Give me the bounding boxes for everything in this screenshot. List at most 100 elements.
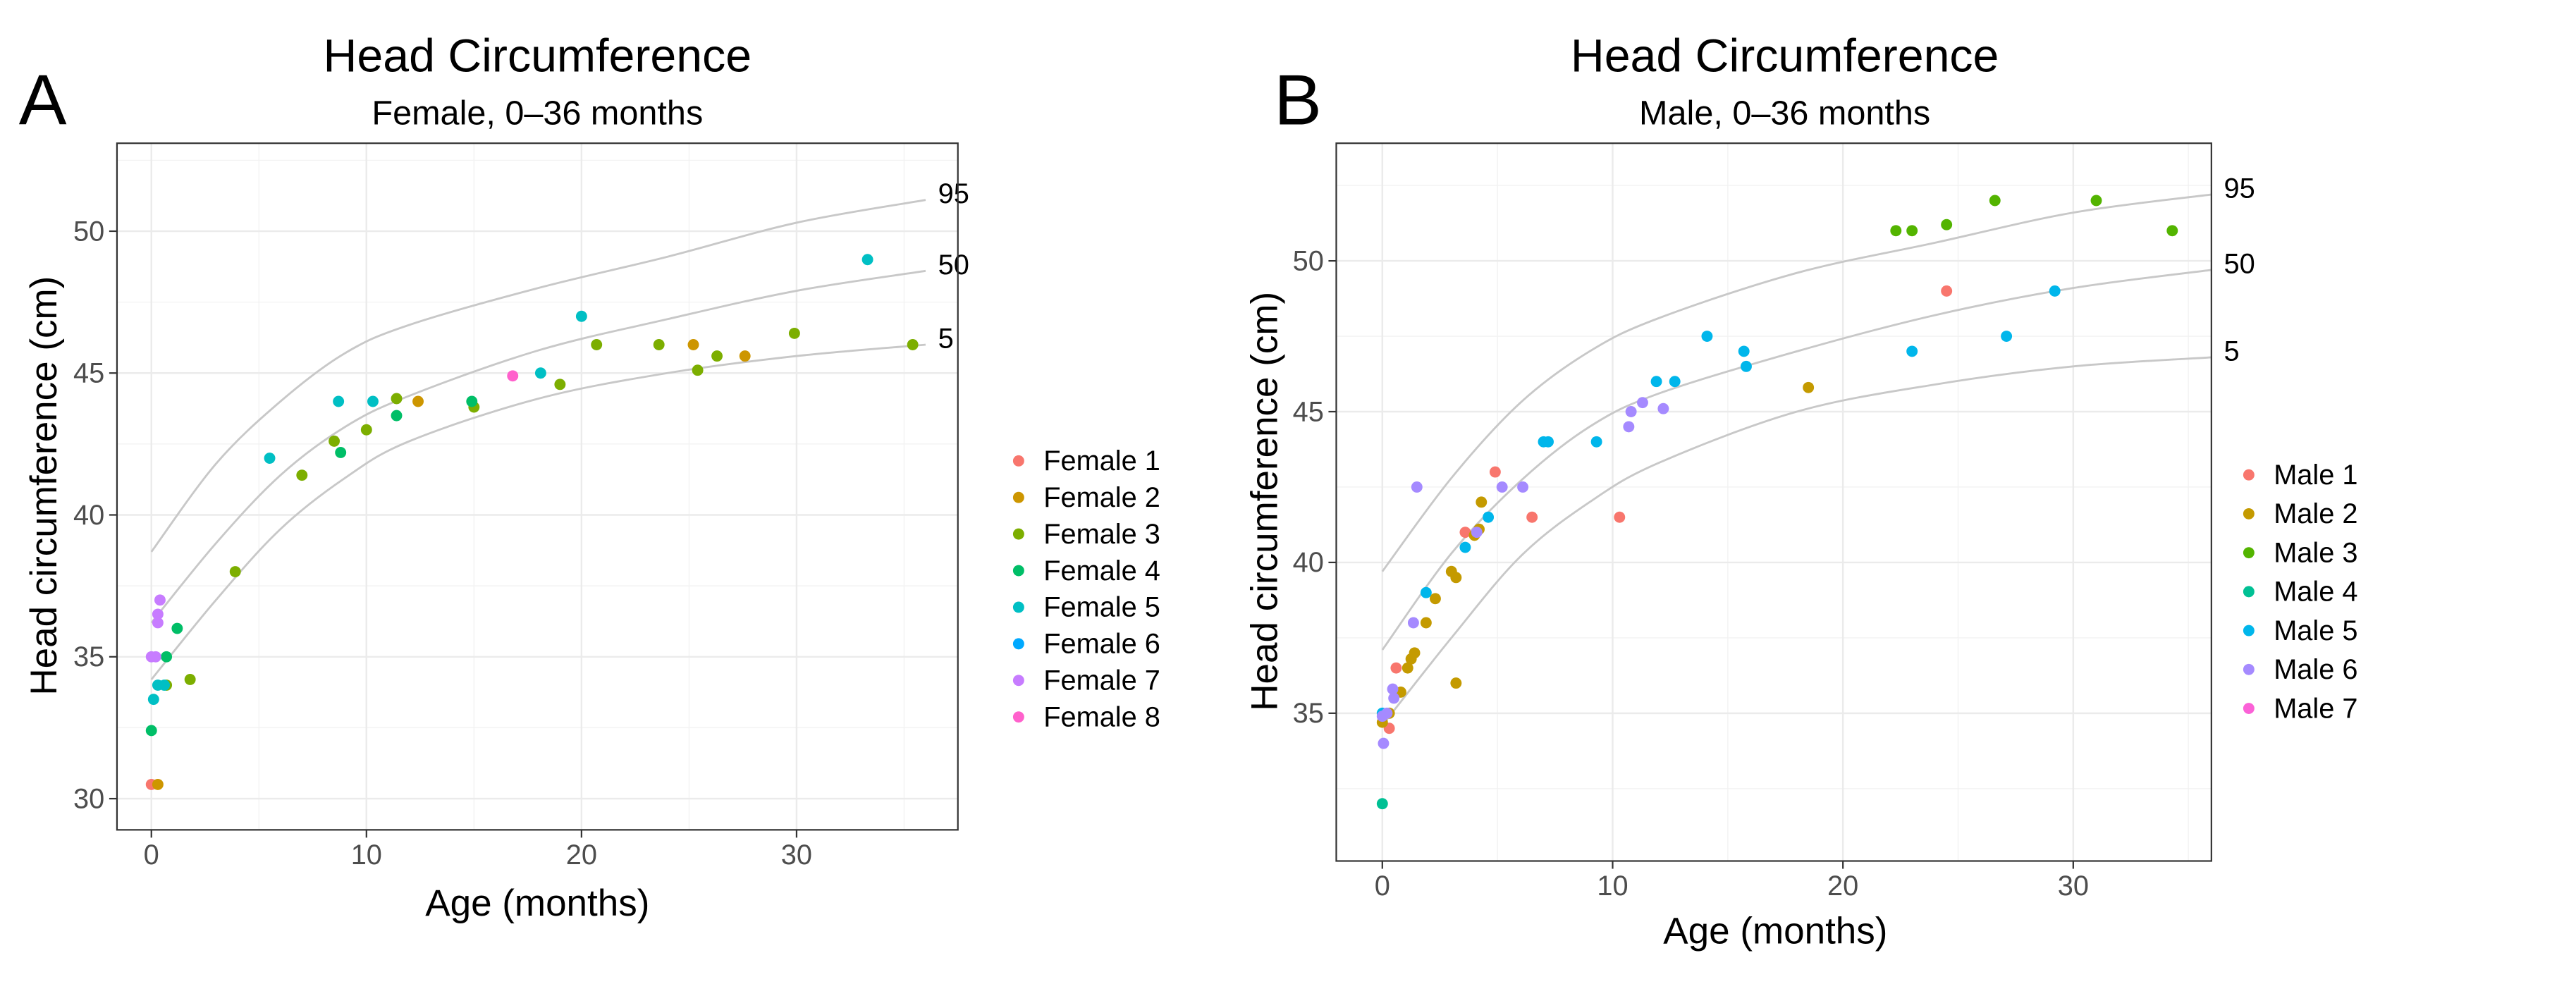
data-point bbox=[687, 339, 699, 350]
data-point bbox=[2166, 225, 2178, 237]
data-point bbox=[692, 364, 704, 376]
y-tick-label: 50 bbox=[73, 216, 104, 247]
data-point bbox=[1669, 376, 1681, 388]
legend-key bbox=[2243, 547, 2255, 559]
legend-label: Male 2 bbox=[2274, 498, 2357, 529]
data-point bbox=[1402, 662, 1413, 674]
data-point bbox=[2001, 331, 2013, 342]
data-point bbox=[907, 339, 919, 350]
legend-key bbox=[2243, 703, 2255, 714]
percentile-curve-95 bbox=[1381, 193, 2212, 572]
percentile-label: 95 bbox=[2224, 173, 2255, 204]
data-point bbox=[1390, 662, 1402, 674]
legend-label: Female 1 bbox=[1043, 445, 1160, 476]
percentile-label: 50 bbox=[2224, 248, 2255, 279]
legend-label: Male 3 bbox=[2274, 537, 2357, 568]
data-point bbox=[1741, 360, 1752, 372]
percentile-curve-50 bbox=[150, 269, 926, 624]
data-point bbox=[1738, 345, 1750, 357]
x-axis-title: Age (months) bbox=[425, 882, 649, 924]
data-point bbox=[1388, 692, 1400, 704]
data-point bbox=[159, 679, 171, 691]
data-point bbox=[1989, 195, 2001, 207]
legend-label: Male 5 bbox=[2274, 615, 2357, 646]
legend-key bbox=[2243, 625, 2255, 636]
data-point bbox=[1411, 481, 1423, 493]
data-point bbox=[1637, 397, 1648, 409]
data-point bbox=[1471, 527, 1483, 539]
data-point bbox=[1623, 421, 1635, 433]
data-point bbox=[1526, 511, 1538, 523]
panel-a: A Head Circumference Female, 0–36 months… bbox=[19, 30, 1160, 924]
data-point bbox=[335, 447, 347, 458]
plot-area: 0 10 20 30 30 35 40 45 50 95 50 5 bbox=[73, 142, 969, 871]
chart-subtitle: Male, 0–36 months bbox=[1639, 94, 1930, 133]
data-point bbox=[1517, 481, 1529, 493]
data-point bbox=[1489, 466, 1501, 478]
data-point bbox=[1450, 677, 1462, 689]
plot-border bbox=[116, 142, 959, 831]
percentile-label: 5 bbox=[938, 323, 954, 354]
x-tick-label: 30 bbox=[781, 840, 812, 871]
data-point bbox=[1420, 586, 1432, 598]
data-point bbox=[149, 651, 161, 663]
legend: Male 1 Male 2 Male 3 Male 4 Male 5 Male 6 Male… bbox=[2243, 460, 2358, 724]
data-point bbox=[391, 410, 403, 422]
legend-key bbox=[1012, 491, 1024, 503]
data-point bbox=[507, 370, 519, 382]
legend-key bbox=[1012, 675, 1024, 687]
legend-key bbox=[2243, 469, 2255, 481]
x-tick-label: 20 bbox=[566, 840, 597, 871]
data-point bbox=[1542, 436, 1554, 448]
data-point bbox=[1381, 707, 1393, 719]
legend-key bbox=[2243, 586, 2255, 598]
panel-label: B bbox=[1274, 60, 1322, 140]
data-point bbox=[1941, 285, 1953, 297]
data-point bbox=[2090, 195, 2102, 207]
legend-key bbox=[1012, 711, 1024, 723]
legend-key bbox=[1012, 638, 1024, 650]
data-point bbox=[264, 453, 276, 464]
data-point bbox=[296, 469, 308, 481]
legend-key bbox=[1012, 528, 1024, 540]
legend-label: Female 2 bbox=[1043, 482, 1160, 513]
data-point bbox=[1387, 683, 1399, 695]
y-tick-label: 35 bbox=[1293, 698, 1324, 729]
x-tick-label: 10 bbox=[1597, 871, 1628, 902]
data-point bbox=[1459, 541, 1471, 553]
y-axis-title: Head circumference (cm) bbox=[1244, 292, 1286, 711]
data-point bbox=[145, 725, 157, 737]
legend-label: Female 6 bbox=[1043, 629, 1160, 660]
y-tick-label: 40 bbox=[73, 500, 104, 531]
data-point bbox=[861, 254, 873, 266]
legend-key bbox=[2243, 663, 2255, 675]
percentile-label: 95 bbox=[938, 178, 969, 209]
percentile-label: 5 bbox=[2224, 336, 2240, 367]
data-point bbox=[711, 350, 723, 362]
data-point bbox=[329, 435, 340, 447]
data-point bbox=[391, 393, 403, 405]
data-point bbox=[653, 339, 665, 350]
data-point bbox=[575, 310, 587, 322]
data-point bbox=[152, 608, 164, 620]
data-point bbox=[360, 424, 372, 436]
data-point bbox=[412, 395, 424, 407]
x-tick-label: 0 bbox=[1375, 871, 1390, 902]
y-tick-label: 50 bbox=[1293, 245, 1324, 276]
legend-label: Male 4 bbox=[2274, 577, 2357, 608]
data-point bbox=[1376, 798, 1388, 810]
chart-title: Head Circumference bbox=[1571, 30, 1999, 82]
data-point bbox=[184, 674, 196, 685]
data-point bbox=[152, 778, 164, 790]
x-axis-title: Age (months) bbox=[1663, 911, 1887, 952]
data-point bbox=[1890, 225, 1902, 237]
data-point bbox=[171, 622, 183, 634]
y-tick-label: 45 bbox=[73, 358, 104, 389]
data-point bbox=[154, 594, 166, 606]
data-point bbox=[591, 339, 603, 350]
data-point bbox=[1378, 737, 1390, 749]
plot-background bbox=[116, 143, 958, 830]
y-tick-label: 30 bbox=[73, 783, 104, 814]
legend-label: Female 5 bbox=[1043, 592, 1160, 623]
